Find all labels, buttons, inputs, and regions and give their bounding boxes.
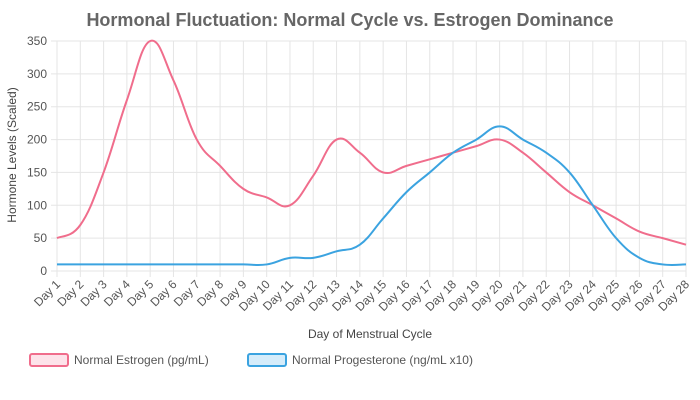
y-tick-label: 250 bbox=[27, 100, 47, 114]
x-axis-title: Day of Menstrual Cycle bbox=[308, 327, 432, 341]
y-axis-title: Hormone Levels (Scaled) bbox=[5, 87, 19, 222]
legend-label: Normal Estrogen (pg/mL) bbox=[74, 353, 209, 367]
y-tick-label: 200 bbox=[27, 133, 47, 147]
series-line-estrogen bbox=[56, 39, 687, 246]
y-tick-label: 350 bbox=[27, 34, 47, 48]
grid bbox=[51, 40, 687, 277]
legend-swatch bbox=[247, 353, 287, 367]
y-tick-label: 300 bbox=[27, 67, 47, 81]
legend-swatch bbox=[29, 353, 69, 367]
y-axis-ticks: 0 50 100 150 200 250 300 350 bbox=[27, 34, 47, 278]
y-tick-label: 150 bbox=[27, 165, 47, 179]
y-tick-label: 0 bbox=[40, 264, 47, 278]
y-tick-label: 50 bbox=[34, 231, 48, 245]
y-tick-label: 100 bbox=[27, 198, 47, 212]
legend-label: Normal Progesterone (ng/mL x10) bbox=[292, 353, 473, 367]
series-lines bbox=[56, 39, 687, 267]
series-line-progesterone bbox=[56, 125, 687, 267]
legend: Normal Estrogen (pg/mL) Normal Progestero… bbox=[29, 353, 473, 367]
chart-title: Hormonal Fluctuation: Normal Cycle vs. E… bbox=[86, 10, 613, 30]
